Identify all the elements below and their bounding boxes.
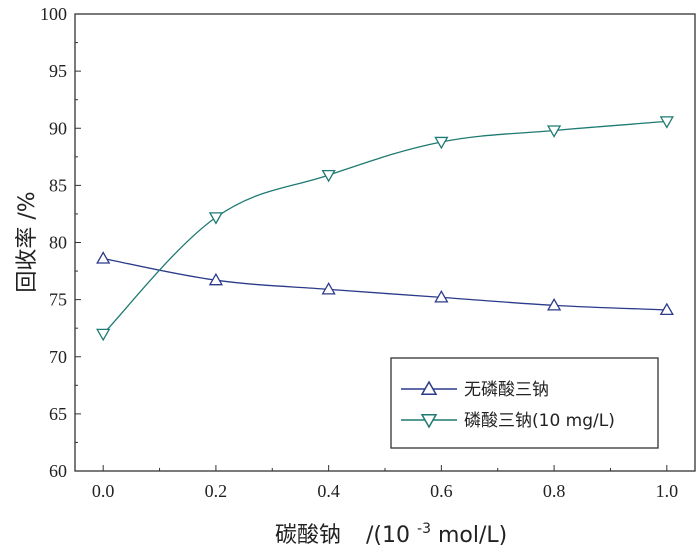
y-axis-title: 回收率 /%	[15, 191, 40, 292]
y-tick-label: 95	[49, 61, 67, 81]
x-tick-label: 0.2	[205, 481, 228, 501]
y-tick-label: 100	[40, 4, 67, 24]
data-point-series-1	[321, 282, 336, 295]
data-point-series-2	[321, 169, 336, 183]
data-point-series-2	[546, 125, 562, 138]
x-axis-title-unit-suffix: mol/L)	[438, 523, 507, 548]
y-tick-labels: 60 65 70 75 80 85 90 95 100	[40, 4, 67, 481]
x-tick-label: 0.8	[543, 481, 566, 501]
legend-marker-series-1	[420, 380, 438, 395]
data-point-series-1	[546, 298, 562, 311]
y-tick-label: 90	[49, 118, 67, 138]
series-layer	[96, 116, 674, 342]
legend-label-series-2: 磷酸三钠(10 mg/L)	[464, 411, 615, 431]
series-line-1	[103, 257, 667, 311]
x-tick-label: 0.6	[430, 481, 453, 501]
x-tick-label: 0.4	[317, 481, 340, 501]
y-tick-label: 60	[49, 461, 67, 481]
axis-ticks	[75, 13, 668, 472]
x-axis-title-main: 碳酸钠	[275, 523, 341, 548]
data-point-series-1	[659, 302, 674, 316]
data-point-series-2	[208, 212, 224, 225]
data-point-series-1	[434, 290, 449, 303]
legend-box	[390, 357, 659, 449]
legend: 无磷酸三钠 磷酸三钠(10 mg/L)	[390, 357, 659, 449]
y-tick-label: 75	[49, 290, 67, 310]
legend-marker-series-2	[420, 414, 438, 429]
y-tick-label: 85	[49, 175, 67, 195]
data-point-series-2	[659, 116, 674, 129]
x-tick-label: 1.0	[656, 481, 679, 501]
data-point-series-2	[96, 328, 111, 342]
y-tick-label: 70	[49, 347, 67, 367]
x-axis-title: 碳酸钠 /(10 -3 mol/L)	[275, 514, 507, 548]
x-tick-labels: 0.0 0.2 0.4 0.6 0.8 1.0	[92, 481, 678, 501]
data-point-series-1	[208, 272, 224, 286]
data-point-series-1	[96, 251, 111, 264]
y-tick-label: 65	[49, 404, 67, 424]
legend-label-series-1: 无磷酸三钠	[464, 380, 549, 400]
y-tick-label: 80	[49, 233, 67, 253]
x-axis-title-unit-exp: -3	[417, 521, 431, 537]
data-point-series-2	[434, 136, 449, 150]
series-line-2	[102, 120, 667, 335]
x-axis-title-unit-prefix: /(10	[366, 523, 410, 548]
x-tick-label: 0.0	[92, 481, 115, 501]
